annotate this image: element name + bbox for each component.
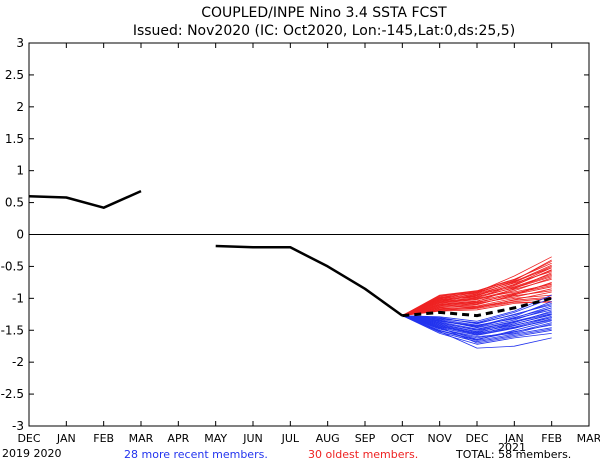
oldest-member-line [402,260,552,316]
y-tick-label: -2.5 [1,387,24,401]
y-tick-label: -3 [12,419,24,433]
oldest-member-line [402,282,552,316]
y-tick-label: -1.5 [1,323,24,337]
observed-segment [28,189,142,209]
observed-segment [215,244,404,317]
legend-oldest: 30 oldest members. [308,448,418,461]
x-tick-label: DEC [465,432,488,445]
oldest-member-line [402,275,552,316]
x-tick-label: DEC [17,432,40,445]
oldest-member-line [402,269,552,316]
y-tick-label: 1.5 [5,132,24,146]
ensemble-mean [402,296,553,318]
x-tick-label: JUL [281,432,300,445]
y-tick-label: -2 [12,355,24,369]
recent-member-line [402,297,552,324]
chart-title: COUPLED/INPE Nino 3.4 SSTA FCST [201,5,447,21]
x-tick-label: JAN [56,432,76,445]
x-tick-label: MAR [577,432,600,445]
recent-member-line [402,305,552,327]
legend-total: TOTAL: 58 members. [455,448,571,461]
recent-member-line [402,315,552,343]
oldest-member-line [402,297,552,316]
y-tick-label: -1 [12,291,24,305]
y-tick-label: 0 [16,228,24,242]
recent-member-line [402,313,552,331]
x-tick-label: SEP [355,432,376,445]
oldest-member-line [402,290,552,316]
recent-member-line [402,303,552,324]
recent-member-line [402,315,552,345]
x-tick-label: APR [167,432,189,445]
x-tick-label: AUG [316,432,340,445]
legend-recent: 28 more recent members. [124,448,268,461]
chart-subtitle: Issued: Nov2020 (IC: Oct2020, Lon:-145,L… [133,23,515,39]
x-tick-label: JUN [242,432,263,445]
recent-member-line [402,312,552,330]
x-tick-label: FEB [541,432,562,445]
x-tick-label: OCT [391,432,414,445]
oldest-member-line [402,267,552,316]
x-tick-label: FEB [93,432,114,445]
y-tick-label: 3 [16,36,24,50]
recent-member-line [402,315,552,333]
x-tick-label: JAN [504,432,524,445]
y-tick-label: 1 [16,164,24,178]
oldest-member-line [402,286,552,316]
year-label-end: 2021 [498,441,526,454]
y-tick-label: 0.5 [5,196,24,210]
observed-lines [28,189,404,317]
x-axis-labels: DEC JAN FEB MAR APR MAY JUN JUL AUG SEP OCT NOV DEC J… [17,432,600,445]
x-tick-label: NOV [428,432,453,445]
oldest-member-line [402,278,552,316]
recent-member-line [402,315,552,341]
y-tick-label: 2 [16,100,24,114]
recent-member-line [402,315,552,340]
recent-member-line [402,314,552,334]
y-axis-ticks: 3 2.5 2 1.5 1 0.5 0 -0.5 -1 -1.5 -2 -2.5 -3 [1,36,589,433]
x-tick-label: MAY [204,432,227,445]
y-tick-label: -0.5 [1,259,24,273]
recent-member-line [402,307,552,329]
y-tick-label: 2.5 [5,68,24,82]
recent-member-line [402,315,552,336]
year-label-start: 2019 2020 [2,447,62,460]
oldest-member-line [402,294,552,316]
oldest-member-line [402,296,552,316]
x-tick-label: MAR [129,432,154,445]
ensemble-mean-line [402,296,553,318]
